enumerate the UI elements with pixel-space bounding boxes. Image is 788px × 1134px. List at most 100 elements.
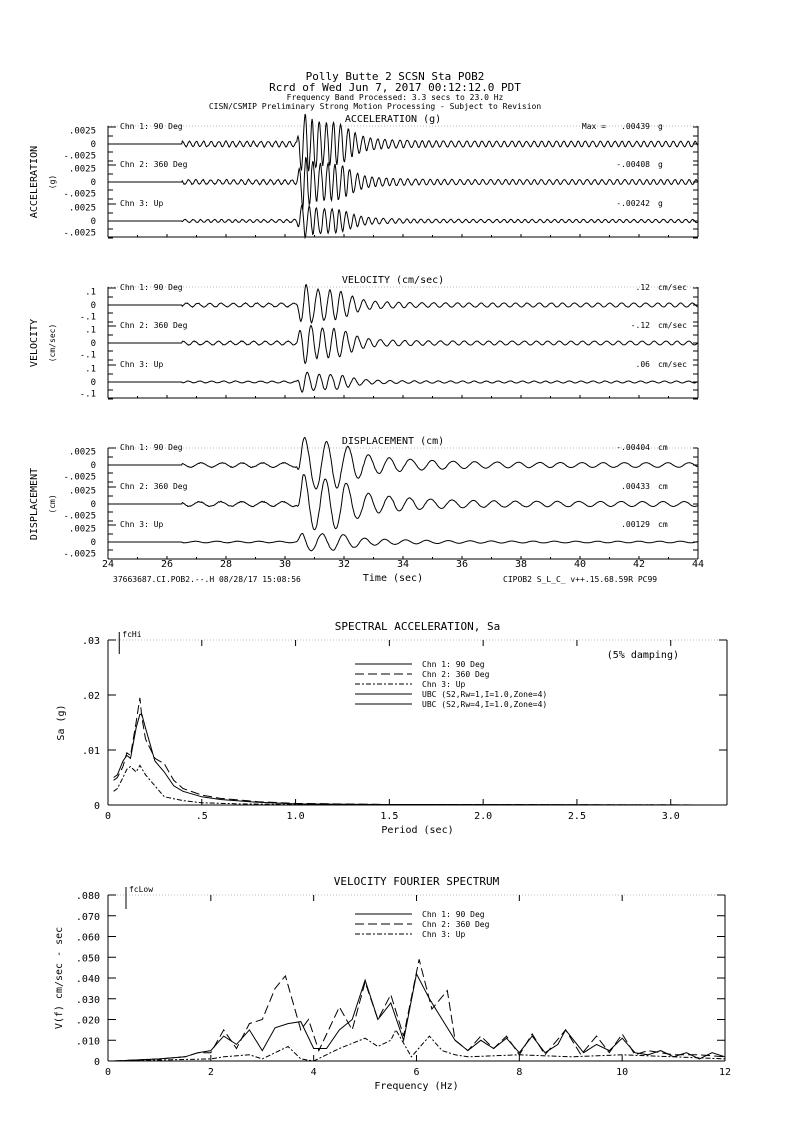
y-tick-label: .0025 (69, 127, 96, 137)
y-tick-label: 0 (91, 339, 96, 349)
y-tick-label: 0 (91, 461, 96, 471)
y-axis-label: Sa (g) (56, 704, 67, 740)
line-series-2 (113, 959, 726, 1062)
panel-displacement: DISPLACEMENT (cm) DISPLACEMENT (cm) .0025 0 -… (29, 436, 704, 584)
channel-label: Chn 1: 90 Deg (120, 443, 183, 452)
y-tick-label: .01 (82, 746, 100, 757)
peak-value: .06 (636, 360, 651, 369)
channel-label: Chn 1: 90 Deg (120, 122, 183, 131)
processing-note: CISN/CSMIP Preliminary Strong Motion Pro… (209, 102, 542, 111)
legend-label-series-4: UBC (S2,Rw=1,I=1.0,Zone=4) (422, 690, 547, 699)
y-tick-label: 0 (91, 301, 96, 311)
peak-unit: cm (658, 443, 668, 452)
channel-chn3: .0025 0 -.0025 Chn 3: Up .00129 cm (63, 520, 698, 560)
peak-value: .12 (636, 283, 651, 292)
y-tick-label: 0 (91, 378, 96, 388)
peak-unit: cm/sec (658, 321, 687, 330)
channel-label: Chn 2: 360 Deg (120, 482, 188, 491)
legend-label-series-2: Chn 2: 360 Deg (422, 920, 490, 929)
x-tick-label: 3.0 (662, 811, 680, 822)
x-tick-label: 2 (208, 1067, 214, 1078)
y-tick-label: .0025 (69, 165, 96, 175)
y-tick-label: .0025 (69, 204, 96, 214)
y-axis-label: V(f) cm/sec - sec (54, 927, 65, 1029)
y-tick-label: -.0025 (63, 512, 96, 522)
y-tick-label: .0025 (69, 525, 96, 535)
panel-title: ACCELERATION (g) (345, 114, 441, 125)
y-tick-label: .040 (76, 974, 100, 985)
x-tick-label: 26 (161, 559, 173, 570)
y-tick-label: .1 (85, 365, 96, 375)
peak-value: .00129 (621, 520, 650, 529)
y-tick-label: .030 (76, 995, 100, 1006)
trace-chn1 (108, 113, 698, 172)
panel-acceleration: ACCELERATION (g) ACCELERATION (g) .0025 0 -.0… (29, 113, 699, 240)
y-tick-label: .060 (76, 933, 100, 944)
channel-label: Chn 2: 360 Deg (120, 321, 188, 330)
channel-label: Chn 1: 90 Deg (120, 283, 183, 292)
footer-record-id: 37663687.CI.POB2.--.H 08/28/17 15:08:56 (113, 575, 301, 584)
trace-chn1 (108, 436, 698, 490)
trace-chn3 (108, 533, 698, 552)
panel-title: VELOCITY (cm/sec) (342, 275, 444, 286)
line-series-3 (113, 1028, 726, 1062)
legend-label-series-1: Chn 1: 90 Deg (422, 660, 485, 669)
chart-title: VELOCITY FOURIER SPECTRUM (334, 875, 500, 888)
y-tick-label: .03 (82, 636, 100, 647)
y-tick-label: -.0025 (63, 473, 96, 483)
channel-label: Chn 3: Up (120, 520, 164, 529)
x-tick-label: 1.0 (287, 811, 305, 822)
chart-title: SPECTRAL ACCELERATION, Sa (335, 620, 501, 633)
x-tick-label: 10 (616, 1067, 628, 1078)
y-axis-unit: (g) (48, 175, 57, 189)
legend-label-series-5: UBC (S2,Rw=4,I=1.0,Zone=4) (422, 700, 547, 709)
x-tick-label: 24 (102, 559, 114, 570)
trace-chn1 (108, 283, 698, 324)
x-tick-label: .5 (196, 811, 208, 822)
velocity-fourier-spectrum-chart: VELOCITY FOURIER SPECTRUM 0 2 4 6 8 10 12 0 .010.… (54, 875, 731, 1092)
x-tick-label: 32 (338, 559, 350, 570)
spectral-acceleration-chart: SPECTRAL ACCELERATION, Sa 0 .5 1.0 1.5 2.0 2.5… (56, 620, 728, 836)
y-tick-label: .0025 (69, 487, 96, 497)
legend-label-series-1: Chn 1: 90 Deg (422, 910, 485, 919)
cutoff-marker-label: fcLow (129, 885, 153, 894)
y-tick-label: .0025 (69, 448, 96, 458)
x-tick-label: 0 (105, 1067, 111, 1078)
channel-label: Chn 3: Up (120, 360, 164, 369)
y-tick-label: 0 (91, 500, 96, 510)
peak-unit: cm/sec (658, 283, 687, 292)
y-tick-label: -.0025 (63, 229, 96, 239)
y-tick-label: -.0025 (63, 550, 96, 560)
x-tick-label: 44 (692, 559, 704, 570)
report-header: Polly Butte 2 SCSN Sta POB2 Rcrd of Wed … (209, 70, 542, 111)
line-series-1 (113, 713, 728, 806)
y-axis-unit: (cm) (48, 494, 57, 513)
trace-chn2 (108, 324, 698, 365)
y-tick-label: .070 (76, 912, 100, 923)
channel-chn1: .0025 0 -.0025 Chn 1: 90 Deg Max = .00439 g (63, 113, 698, 172)
y-tick-label: 0 (94, 801, 100, 812)
peak-value: -.12 (631, 321, 650, 330)
x-tick-label: 42 (633, 559, 645, 570)
y-tick-label: -.1 (80, 351, 96, 361)
y-tick-label: 0 (91, 140, 96, 150)
y-tick-label: .020 (76, 1016, 100, 1027)
peak-unit: g (658, 160, 663, 169)
trace-chn3 (108, 371, 698, 394)
channel-label: Chn 2: 360 Deg (120, 160, 188, 169)
x-tick-label: 36 (456, 559, 468, 570)
y-axis-label: ACCELERATION (29, 146, 40, 218)
trace-chn2 (108, 156, 698, 210)
peak-value: -.00404 (616, 443, 650, 452)
channel-chn1: .0025 0 -.0025 Chn 1: 90 Deg -.00404 cm (63, 436, 698, 490)
x-axis-label: Period (sec) (381, 825, 453, 836)
peak-prefix: Max = (582, 122, 606, 131)
channel-chn3: .1 0 -.1 Chn 3: Up .06 cm/sec (80, 360, 698, 400)
y-tick-label: .010 (76, 1036, 100, 1047)
x-tick-label: 40 (574, 559, 586, 570)
x-tick-label: 28 (220, 559, 232, 570)
legend-label-series-2: Chn 2: 360 Deg (422, 670, 490, 679)
channel-chn1: .1 0 -.1 Chn 1: 90 Deg .12 cm/sec (80, 283, 698, 324)
x-tick-label: 4 (311, 1067, 317, 1078)
y-tick-label: -.0025 (63, 190, 96, 200)
